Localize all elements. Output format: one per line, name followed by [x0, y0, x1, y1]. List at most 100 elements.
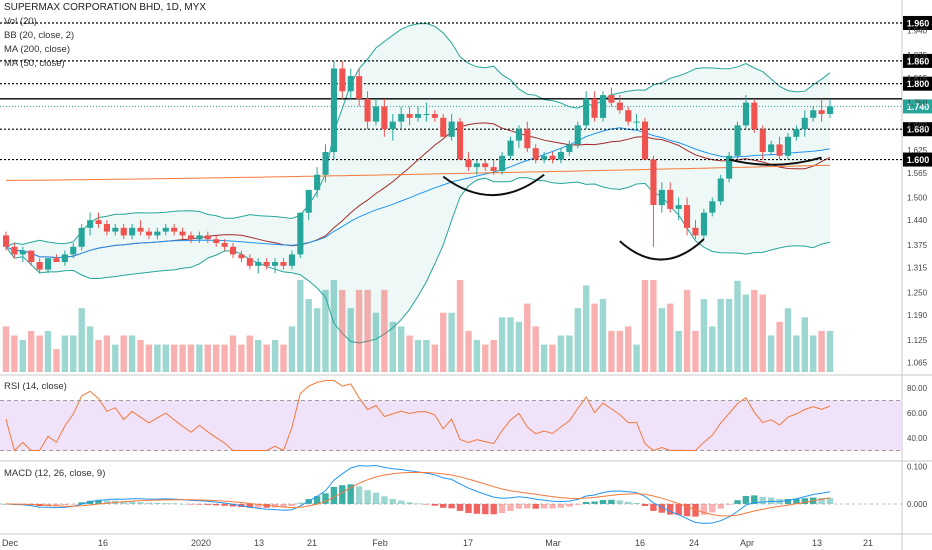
macd-histogram-bar — [784, 499, 792, 504]
macd-histogram-bar — [557, 503, 565, 508]
volume-bar — [767, 335, 775, 372]
macd-histogram-bar — [633, 502, 640, 504]
macd-histogram-bar — [667, 503, 674, 515]
macd-histogram-bar — [599, 500, 607, 504]
macd-histogram-bar — [288, 503, 296, 506]
volume-bar — [683, 289, 691, 372]
volume-bar — [271, 340, 279, 372]
macd-histogram-bar — [532, 503, 539, 509]
right-shoulder-arc — [728, 156, 822, 166]
candle-body — [431, 114, 438, 118]
time-tick-label: 13 — [254, 538, 264, 548]
time-tick-label: 2020 — [191, 538, 211, 548]
macd-histogram-bar — [187, 503, 195, 505]
volume-bar — [61, 335, 69, 372]
volume-bar — [406, 335, 413, 372]
macd-histogram-bar — [448, 503, 455, 509]
volume-bar — [810, 335, 817, 372]
macd-histogram-bar — [204, 503, 211, 505]
volume-bar — [103, 335, 111, 372]
volume-bar — [305, 299, 312, 372]
time-tick-label: Apr — [740, 538, 754, 548]
volume-bar — [372, 312, 380, 372]
volume-bar — [465, 330, 472, 372]
macd-tick-label: 0.000 — [907, 500, 928, 509]
price-tick-label: 1.750 — [907, 99, 928, 108]
legend-ma200: MA (200, close) — [4, 44, 70, 55]
macd-histogram-bar — [440, 503, 447, 508]
macd-histogram-bar — [456, 503, 464, 511]
volume-bar — [297, 280, 304, 372]
price-tick-label: 1.375 — [907, 241, 928, 250]
volume-bar — [355, 289, 363, 372]
candle-body — [280, 262, 287, 266]
rsi-tick-label: 60.00 — [907, 409, 928, 418]
volume-bar — [112, 344, 119, 372]
macd-histogram-bar — [389, 498, 396, 504]
rsi-label: RSI (14, close) — [4, 381, 67, 392]
macd-histogram-bar — [709, 503, 716, 513]
macd-histogram-bar — [145, 502, 153, 504]
candle-body — [692, 227, 699, 236]
macd-histogram-bar — [364, 490, 371, 504]
candle-body — [112, 227, 119, 232]
candle-body — [145, 231, 152, 236]
candle-body — [499, 155, 506, 171]
volume-bar — [650, 280, 657, 372]
volume-bar — [776, 321, 783, 372]
candle-body — [810, 110, 817, 118]
macd-histogram-bar — [95, 500, 102, 504]
candle-body — [515, 129, 522, 141]
candle-body — [616, 102, 623, 111]
level-tag — [903, 53, 932, 68]
left-shoulder-arc — [442, 173, 545, 197]
time-tick-label: Mar — [545, 538, 561, 548]
macd-histogram-bar — [717, 503, 724, 509]
candle-body — [305, 189, 312, 213]
volume-bar — [398, 326, 405, 372]
volume-bar — [78, 308, 85, 372]
volume-bar — [675, 330, 682, 372]
volume-bar — [557, 335, 565, 372]
macd-histogram-bar — [650, 503, 657, 511]
candle-body — [784, 136, 791, 156]
volume-bar — [213, 344, 220, 372]
macd-histogram-bar — [196, 503, 203, 505]
macd-histogram-bar — [625, 501, 632, 504]
price-tick-label: 1.565 — [907, 169, 928, 178]
candle-body — [78, 227, 85, 247]
candle-body — [297, 212, 304, 255]
volume-bar — [616, 330, 623, 372]
candle-body — [221, 243, 228, 247]
price-tick-label: 1.690 — [907, 121, 928, 130]
macd-histogram-bar — [398, 500, 405, 504]
price-tick-label: 1.440 — [907, 216, 928, 225]
volume-bar — [641, 280, 649, 372]
candle-body — [549, 155, 556, 160]
volume-bar — [11, 335, 18, 372]
candle-body — [776, 144, 783, 156]
volume-bar — [490, 340, 497, 372]
volume-bar — [658, 308, 665, 372]
volume-bar — [759, 294, 766, 372]
level-tag-label: 1.680 — [907, 125, 930, 135]
volume-bar — [364, 289, 371, 372]
macd-histogram-bar — [414, 503, 422, 505]
candle-body — [751, 102, 758, 130]
level-tag-label: 1.960 — [907, 18, 930, 28]
candle-body — [532, 148, 539, 160]
candle-body — [230, 246, 237, 255]
price-tick-label: 1.065 — [907, 359, 928, 368]
volume-bar — [549, 344, 556, 372]
macd-histogram-bar — [725, 503, 733, 505]
candle-body — [45, 258, 52, 270]
candle-body — [473, 163, 480, 168]
volume-bar — [482, 344, 489, 372]
volume-bar — [154, 344, 161, 372]
candle-body — [372, 106, 379, 122]
macd-histogram-bar — [137, 502, 144, 504]
volume-bar — [204, 344, 211, 372]
volume-bar — [473, 340, 481, 372]
volume-bar — [591, 303, 598, 372]
